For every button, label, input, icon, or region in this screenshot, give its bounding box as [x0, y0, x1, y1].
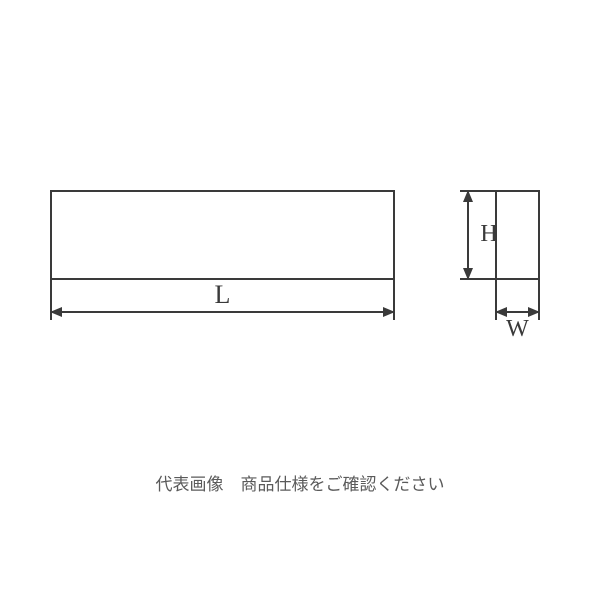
dim-w-label: W [498, 316, 538, 343]
front-view-rect [50, 190, 395, 280]
dim-h-line [467, 190, 469, 280]
dim-l-arrow-right-icon [383, 307, 395, 317]
dim-l-arrow-left-icon [50, 307, 62, 317]
dim-h-arrow-up-icon [463, 190, 473, 202]
dim-l-line [50, 311, 395, 313]
dim-l-label: L [203, 280, 243, 310]
diagram-stage: L W H 代表画像 商品仕様をご確認ください [0, 0, 600, 600]
dim-h-arrow-down-icon [463, 268, 473, 280]
dim-h-label: H [474, 221, 504, 248]
caption-text: 代表画像 商品仕様をご確認ください [0, 470, 600, 495]
